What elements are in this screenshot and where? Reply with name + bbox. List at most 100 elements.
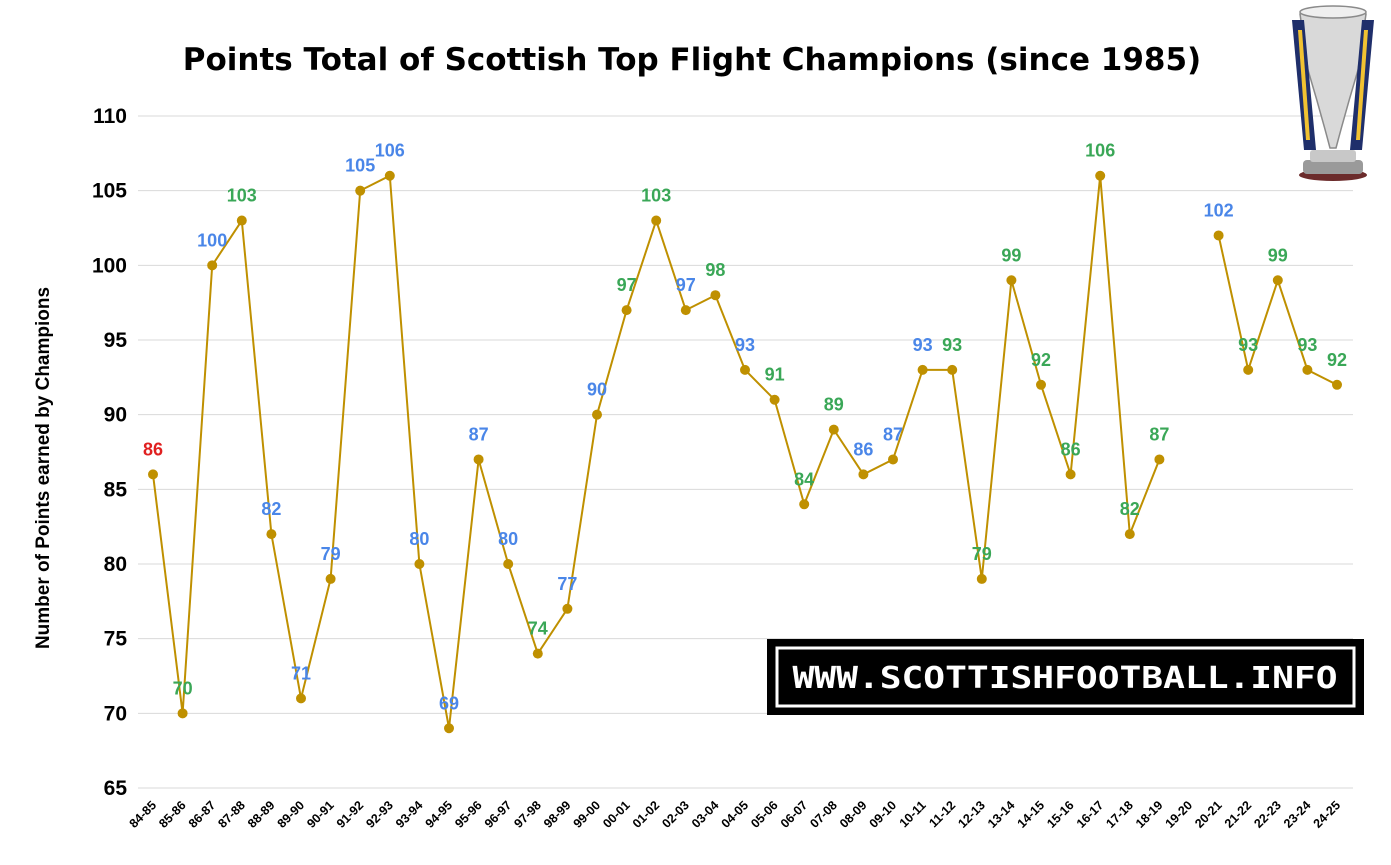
data-label: 89 <box>824 395 844 415</box>
x-tick-label: 86-87 <box>186 798 219 831</box>
data-label: 90 <box>587 380 607 400</box>
data-points <box>148 170 1342 734</box>
x-tick-label: 90-91 <box>304 798 337 831</box>
data-label: 93 <box>1238 335 1258 355</box>
y-tick-label: 85 <box>104 478 128 501</box>
watermark-text: WWW.SCOTTISHFOOTBALL.INFO <box>793 661 1338 696</box>
data-point <box>444 723 454 734</box>
x-tick-label: 15-16 <box>1044 798 1077 831</box>
data-label: 92 <box>1327 350 1347 370</box>
watermark-frame <box>775 646 1356 708</box>
y-axis-ticks: 65 70 75 80 85 90 95 100 105 110 <box>92 105 127 800</box>
data-label: 87 <box>469 424 489 444</box>
x-tick-label: 97-98 <box>511 798 544 831</box>
data-point <box>1006 275 1017 286</box>
data-point <box>503 559 514 569</box>
data-point <box>976 573 987 584</box>
x-tick-label: 95-96 <box>452 798 485 831</box>
data-point <box>177 708 188 719</box>
x-tick-label: 24-25 <box>1311 798 1344 831</box>
x-tick-label: 13-14 <box>985 798 1018 831</box>
data-label: 86 <box>853 439 873 459</box>
data-point <box>1302 364 1313 375</box>
x-tick-label: 92-93 <box>363 798 396 831</box>
data-label: 69 <box>439 693 459 713</box>
data-label: 103 <box>641 186 671 206</box>
x-tick-label: 12-13 <box>955 798 988 831</box>
y-tick-label: 100 <box>92 254 127 277</box>
data-label: 82 <box>1120 499 1140 519</box>
data-point <box>325 573 336 584</box>
x-tick-label: 91-92 <box>334 798 367 831</box>
data-point <box>1065 469 1076 480</box>
x-tick-label: 18-19 <box>1133 798 1166 831</box>
data-point <box>888 454 898 465</box>
gridlines <box>138 115 1353 789</box>
data-label: 80 <box>498 529 518 549</box>
watermark-background <box>767 639 1364 715</box>
data-point <box>1243 364 1254 375</box>
x-tick-label: 06-07 <box>778 798 811 831</box>
data-point <box>680 305 691 316</box>
data-point <box>917 364 928 375</box>
data-point <box>1272 275 1283 286</box>
data-point <box>1124 529 1135 540</box>
x-tick-label: 85-86 <box>156 798 189 831</box>
chart-title: Points Total of Scottish Top Flight Cham… <box>183 42 1201 78</box>
x-tick-label: 94-95 <box>423 798 456 831</box>
data-point <box>1095 170 1106 181</box>
x-tick-label: 04-05 <box>719 798 752 831</box>
data-point <box>1332 379 1342 390</box>
data-point <box>207 260 218 271</box>
data-point <box>266 529 277 540</box>
data-label: 86 <box>1061 439 1081 459</box>
x-tick-label: 93-94 <box>393 798 426 831</box>
data-point <box>414 559 425 569</box>
data-label: 92 <box>1031 350 1051 370</box>
x-tick-label: 89-90 <box>275 798 308 831</box>
x-tick-label: 01-02 <box>630 798 663 831</box>
data-label: 100 <box>197 230 227 250</box>
data-point <box>828 424 839 435</box>
x-tick-label: 99-00 <box>571 798 604 831</box>
data-labels: 8670100103827179105106806987807477909710… <box>143 141 1347 714</box>
data-point <box>384 170 395 181</box>
data-point <box>651 215 662 226</box>
data-point <box>355 185 366 196</box>
y-tick-label: 105 <box>92 180 127 203</box>
data-label: 79 <box>321 544 341 564</box>
data-label: 86 <box>143 439 163 459</box>
data-label: 77 <box>557 574 577 594</box>
y-tick-label: 90 <box>104 404 127 427</box>
data-label: 103 <box>227 186 257 206</box>
x-tick-label: 87-88 <box>215 798 248 831</box>
data-label: 93 <box>1297 335 1317 355</box>
data-point <box>236 215 247 226</box>
data-label: 87 <box>883 424 903 444</box>
watermark-banner: WWW.SCOTTISHFOOTBALL.INFO <box>767 639 1364 715</box>
y-tick-label: 65 <box>104 777 128 800</box>
data-label: 105 <box>345 156 375 176</box>
data-point <box>592 409 602 420</box>
x-tick-label: 22-23 <box>1251 798 1284 831</box>
data-label: 97 <box>617 275 637 295</box>
data-label: 70 <box>173 678 193 698</box>
x-tick-label: 02-03 <box>659 798 692 831</box>
x-tick-label: 09-10 <box>867 798 900 831</box>
data-label: 106 <box>1085 141 1115 161</box>
data-point <box>296 693 306 704</box>
x-tick-label: 23-24 <box>1281 798 1314 831</box>
data-point <box>799 499 810 510</box>
x-tick-label: 96-97 <box>482 798 515 831</box>
x-tick-label: 11-12 <box>926 798 958 830</box>
y-tick-label: 70 <box>104 702 127 725</box>
data-label: 106 <box>375 141 405 161</box>
x-tick-label: 17-18 <box>1103 798 1136 831</box>
x-tick-label: 84-85 <box>127 798 160 831</box>
data-label: 99 <box>1001 245 1021 265</box>
data-point <box>621 305 632 316</box>
data-label: 87 <box>1149 424 1169 444</box>
x-tick-label: 19-20 <box>1163 798 1196 831</box>
data-label: 99 <box>1268 245 1288 265</box>
